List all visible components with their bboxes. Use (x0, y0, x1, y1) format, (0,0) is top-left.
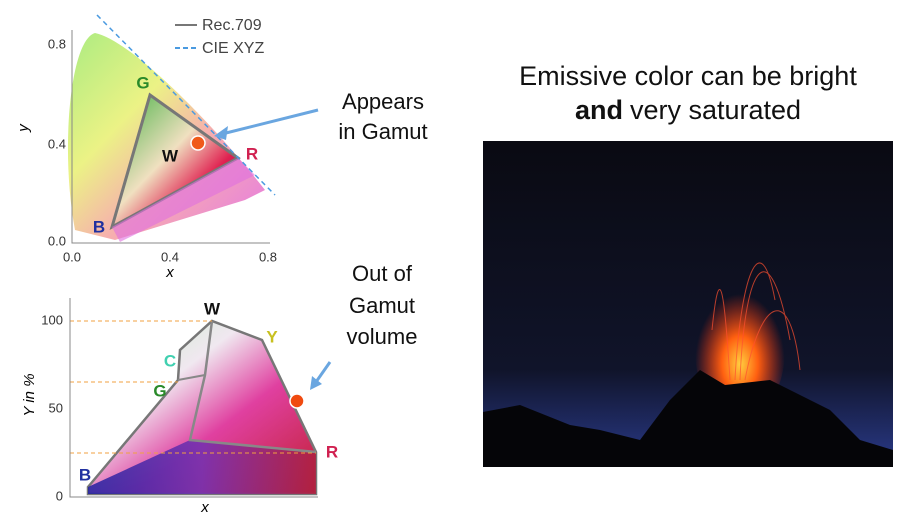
volume-plot: 100 50 0 x Y in % W Y C G R B (21, 298, 338, 516)
callout: Appears (342, 89, 424, 114)
volume-edge (188, 320, 317, 454)
axes (71, 30, 270, 244)
headline-bold: and (575, 95, 623, 125)
callout: Gamut (349, 293, 415, 318)
volume-edge (177, 374, 206, 381)
arrow-head (310, 376, 322, 390)
sample-point (289, 393, 305, 409)
callout: in Gamut (338, 119, 427, 144)
y-axis-label: Y in % (21, 373, 38, 416)
vertex-label: W (162, 146, 179, 165)
y-tick-label: 100 (41, 312, 63, 327)
vertex-label: C (164, 351, 176, 370)
vertex-label: B (93, 217, 105, 236)
sample-point (190, 135, 206, 151)
arrow (314, 361, 332, 383)
axes (69, 298, 318, 498)
y-tick-label: 0.4 (48, 136, 66, 151)
vertex-label: R (326, 442, 338, 461)
callout: Out of (352, 261, 413, 286)
y-tick-label: 0.8 (48, 36, 66, 51)
chromaticity-plot: Rec.709 CIE XYZ 0.8 0.4 0.0 0.0 0.4 0.8 … (15, 14, 319, 281)
vertex-label: G (153, 381, 166, 400)
legend-label: Rec.709 (202, 17, 262, 34)
callout: volume (347, 324, 418, 349)
arrow-head (214, 126, 228, 140)
y-axis-label: y (15, 123, 32, 133)
vertex-label: Y (266, 327, 278, 346)
vertex-label: G (136, 73, 149, 92)
vertex-label: B (79, 465, 91, 484)
arrow (221, 108, 319, 136)
headline: and very saturated (575, 95, 801, 125)
headline: Emissive color can be bright (519, 61, 857, 91)
legend-label: CIE XYZ (202, 40, 264, 57)
xyz-region (112, 158, 255, 242)
y-tick-label: 50 (49, 400, 63, 415)
headline-rest: very saturated (630, 95, 801, 125)
x-tick-label: 0.8 (259, 249, 277, 264)
x-tick-label: 0.0 (63, 249, 81, 264)
volcano-photo (483, 141, 893, 467)
cie-xyz-line (96, 14, 276, 196)
x-tick-label: 0.4 (161, 249, 179, 264)
x-axis-label: x (165, 264, 174, 281)
lava-trails (711, 262, 801, 381)
y-tick-label: 0 (56, 488, 63, 503)
mountain-silhouette (483, 370, 893, 467)
vertex-label: R (246, 144, 258, 163)
vertex-label: W (204, 299, 221, 318)
y-tick-label: 0.0 (48, 233, 66, 248)
x-axis-label: x (200, 499, 209, 516)
